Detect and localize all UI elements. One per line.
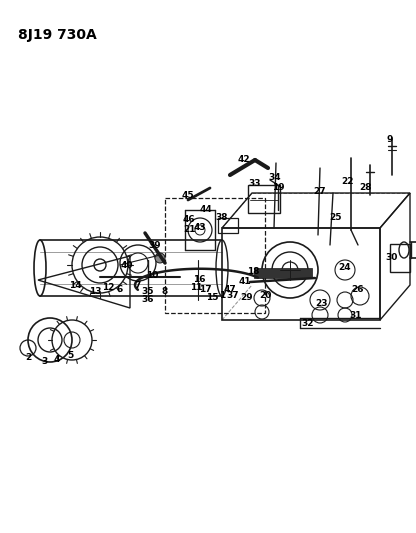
Text: 33: 33 <box>249 179 261 188</box>
Text: 36: 36 <box>142 295 154 304</box>
Circle shape <box>155 253 165 263</box>
Text: 34: 34 <box>269 174 281 182</box>
Bar <box>390 244 410 272</box>
Text: 3: 3 <box>41 358 47 367</box>
Text: 27: 27 <box>314 188 326 197</box>
Text: 30: 30 <box>386 254 398 262</box>
Text: 20: 20 <box>259 290 271 300</box>
Text: 32: 32 <box>302 319 314 327</box>
Text: 8: 8 <box>162 287 168 296</box>
Text: 22: 22 <box>342 177 354 187</box>
Text: 2: 2 <box>25 353 31 362</box>
Text: 46: 46 <box>183 215 196 224</box>
Text: 11: 11 <box>190 282 202 292</box>
Text: 19: 19 <box>272 182 284 191</box>
Text: 12: 12 <box>102 284 114 293</box>
Bar <box>254 268 312 278</box>
Text: 21: 21 <box>184 225 196 235</box>
Text: 23: 23 <box>316 298 328 308</box>
Text: 29: 29 <box>241 293 253 302</box>
Text: 39: 39 <box>149 240 161 249</box>
Text: 24: 24 <box>339 262 352 271</box>
Text: 8J19 730A: 8J19 730A <box>18 28 97 42</box>
Text: 13: 13 <box>89 287 101 296</box>
Text: 5: 5 <box>67 351 73 360</box>
Bar <box>248 185 280 213</box>
Text: 45: 45 <box>182 191 194 200</box>
Text: 26: 26 <box>352 286 364 295</box>
Text: 43: 43 <box>194 223 206 232</box>
Text: 7: 7 <box>135 280 141 289</box>
Bar <box>218 218 238 233</box>
Bar <box>165 198 265 313</box>
Text: 38: 38 <box>216 214 228 222</box>
Text: 42: 42 <box>238 156 250 165</box>
Text: 35: 35 <box>142 287 154 295</box>
Text: 41: 41 <box>239 278 251 287</box>
Text: 6: 6 <box>117 286 123 295</box>
Text: 37: 37 <box>227 292 239 301</box>
Text: 1: 1 <box>219 290 225 300</box>
Text: 10: 10 <box>146 271 158 279</box>
Text: 9: 9 <box>387 135 393 144</box>
Text: 14: 14 <box>69 281 81 290</box>
Text: 40: 40 <box>121 261 133 270</box>
Text: 18: 18 <box>247 268 259 277</box>
Text: 28: 28 <box>360 182 372 191</box>
Text: 25: 25 <box>329 213 341 222</box>
Text: 31: 31 <box>350 311 362 319</box>
Text: 44: 44 <box>200 206 213 214</box>
Text: 15: 15 <box>206 293 218 302</box>
Text: 4: 4 <box>54 356 60 365</box>
Text: 17: 17 <box>199 286 211 295</box>
Text: 16: 16 <box>193 276 205 285</box>
Text: 47: 47 <box>224 286 236 295</box>
